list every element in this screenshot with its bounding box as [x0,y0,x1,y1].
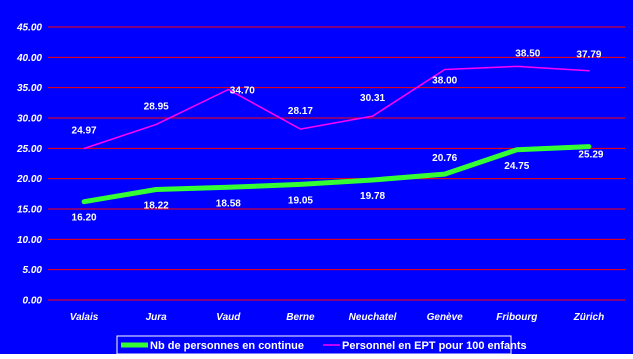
data-label: 24.97 [72,126,97,137]
data-label: 28.17 [288,106,313,117]
y-tick-label: 0.00 [23,296,43,307]
y-tick-label: 5.00 [23,265,43,276]
data-label: 30.31 [360,93,385,104]
data-label: 18.22 [144,200,169,211]
x-tick-label: Fribourg [496,312,537,323]
x-tick-label: Berne [286,312,315,323]
data-label: 20.76 [432,153,457,164]
y-tick-label: 25.00 [16,144,42,155]
x-tick-label: Genève [427,312,464,323]
data-label: 34.70 [230,85,255,96]
data-label: 38.50 [515,48,540,59]
y-tick-label: 10.00 [17,235,42,246]
data-label: 25.29 [578,150,603,161]
legend: Nb de personnes en continue Personnel en … [117,336,527,354]
data-label: 19.78 [360,191,385,202]
x-tick-label: Vaud [216,312,241,323]
data-label: 24.75 [504,161,529,172]
y-tick-label: 30.00 [17,114,42,125]
x-tick-label: Neuchatel [349,312,397,323]
x-tick-label: Zürich [573,312,605,323]
y-tick-label: 15.00 [17,205,42,216]
x-tick-label: Jura [146,312,168,323]
data-label: 37.79 [576,50,601,61]
data-label: 38.00 [432,75,457,86]
y-tick-label: 40.00 [16,53,42,64]
data-label: 19.05 [288,195,313,206]
y-tick-label: 45.00 [16,23,42,34]
legend-label-personnel-ept: Personnel en EPT pour 100 enfants [342,340,527,352]
legend-label-nb-personnes: Nb de personnes en continue [150,340,304,352]
data-label: 28.95 [144,101,169,112]
data-label: 16.20 [72,213,97,224]
data-label: 18.58 [216,198,241,209]
x-tick-label: Valais [70,312,99,323]
y-tick-label: 20.00 [16,174,42,185]
y-tick-label: 35.00 [17,83,42,94]
